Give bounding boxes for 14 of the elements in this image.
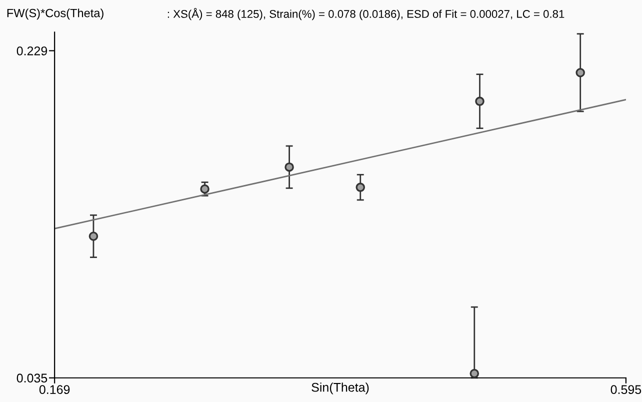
- y-axis-title: FW(S)*Cos(Theta): [7, 8, 104, 20]
- point: [470, 368, 480, 378]
- point: [475, 96, 484, 106]
- chart-title: : XS(Å) = 848 (125), Strain(%) = 0.078 (0.0186), ESD of Fit = 0.00027, LC = 0.81: [168, 8, 564, 20]
- point: [88, 232, 98, 241]
- x-tick-label: 0.169: [39, 385, 70, 394]
- x-tick-label: 0.595: [610, 385, 642, 394]
- y-tick-label: 0.229: [16, 46, 48, 56]
- point: [284, 162, 294, 172]
- x-axis-title: Sin(Theta): [312, 382, 369, 394]
- y-tick-label: 0.035: [16, 374, 48, 383]
- point: [356, 182, 366, 192]
- point: [200, 184, 210, 194]
- point: [576, 68, 585, 78]
